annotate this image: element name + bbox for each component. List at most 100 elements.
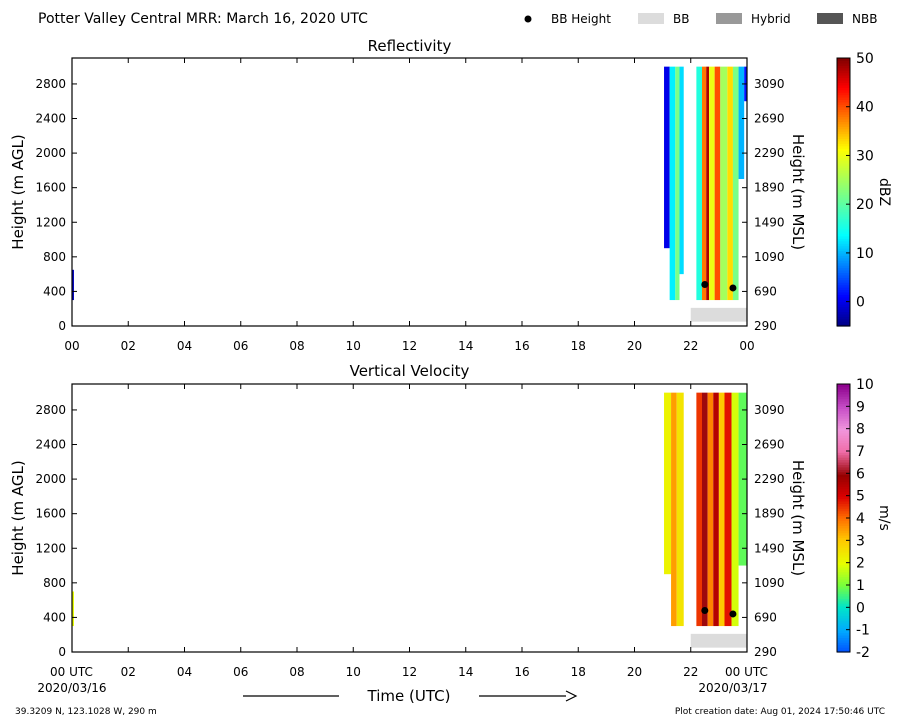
colorbar-segment (837, 104, 850, 108)
nbb-legend-swatch (817, 13, 843, 24)
colorbar-segment (837, 561, 850, 565)
y2-tick-label: 290 (754, 319, 777, 333)
x-tick-label: 22 (683, 339, 698, 353)
x-tick-label: 12 (402, 665, 417, 679)
data-region (724, 392, 732, 627)
vertical-velocity-colorbar: -2 -1 0 1 2 3 4 5 6 7 8 9 10 (836, 377, 874, 661)
colorbar-segment (837, 269, 850, 273)
y2-tick-label: 2290 (754, 472, 785, 486)
colorbar-segment (837, 449, 850, 453)
colorbar-segment (837, 386, 850, 390)
y-tick-label: 1600 (35, 507, 66, 521)
colorbar-segment (837, 201, 850, 205)
y2-tick-label: 690 (754, 610, 777, 624)
end-date-label: 2020/03/17 (698, 681, 767, 695)
x-tick-label: 10 (346, 665, 361, 679)
reflectivity-left-axis-label: Height (m AGL) (9, 134, 27, 249)
data-region (702, 392, 708, 627)
colorbar-segment (837, 405, 850, 409)
x-tick-label: 06 (233, 339, 248, 353)
colorbar-segment (837, 196, 850, 200)
colorbar-segment (837, 444, 850, 448)
data-region (696, 392, 702, 627)
colorbar-segment (837, 235, 850, 239)
colorbar-segment (837, 437, 850, 441)
colorbar-segment (837, 267, 850, 271)
colorbar-segment (837, 552, 850, 556)
x-tick-label: 04 (177, 665, 192, 679)
reflectivity-data-regions (72, 66, 747, 301)
colorbar-segment (837, 116, 850, 120)
colorbar-segment (837, 459, 850, 463)
colorbar-segment (837, 401, 850, 405)
colorbar-segment (837, 75, 850, 79)
reflectivity-y-ticks: 0 400 800 1200 1600 2000 2400 2800 (35, 77, 77, 333)
y2-tick-label: 1490 (754, 541, 785, 555)
colorbar-segment (837, 216, 850, 220)
colorbar-segment (837, 569, 850, 573)
data-region (664, 66, 670, 249)
colorbar-segment (837, 211, 850, 215)
colorbar-segment (837, 150, 850, 154)
colorbar-tick-label: 50 (856, 51, 874, 67)
y-tick-label: 1200 (35, 541, 66, 555)
colorbar-segment (837, 153, 850, 157)
x-tick-label: 10 (346, 339, 361, 353)
vertical-velocity-colorbar-units: m/s (876, 505, 892, 531)
x-tick-label: 00 (64, 339, 79, 353)
colorbar-segment (837, 133, 850, 137)
colorbar-segment (837, 262, 850, 266)
colorbar-segment (837, 600, 850, 604)
y-tick-label: 800 (43, 576, 66, 590)
data-region (718, 392, 725, 627)
colorbar-segment (837, 547, 850, 551)
x-tick-label: 14 (458, 339, 473, 353)
colorbar-segment (837, 496, 850, 500)
colorbar-segment (837, 101, 850, 105)
y-tick-label: 400 (43, 610, 66, 624)
colorbar-tick-label: 3 (856, 533, 865, 549)
colorbar-segment (837, 515, 850, 519)
colorbar-segment (837, 313, 850, 317)
colorbar-segment (837, 279, 850, 283)
colorbar-segment (837, 518, 850, 522)
colorbar-segment (837, 109, 850, 113)
colorbar-segment (837, 549, 850, 553)
reflectivity-x-ticks: 00 02 04 06 08 10 12 14 16 18 20 22 00 (64, 58, 755, 353)
colorbar-segment (837, 603, 850, 607)
colorbar-segment (837, 126, 850, 130)
colorbar-segment (837, 114, 850, 118)
reflectivity-colorbar: 0 10 20 30 40 50 (836, 51, 874, 327)
y2-tick-label: 1890 (754, 181, 785, 195)
colorbar-segment (837, 238, 850, 242)
colorbar-segment (837, 58, 850, 62)
colorbar-segment (837, 287, 850, 291)
colorbar-tick-label: 10 (856, 246, 874, 262)
colorbar-segment (837, 471, 850, 475)
colorbar-segment (837, 243, 850, 247)
start-date-label: 2020/03/16 (37, 681, 106, 695)
creation-date-footer: Plot creation date: Aug 01, 2024 17:50:4… (675, 707, 885, 717)
colorbar-segment (837, 321, 850, 325)
vertical-velocity-y2-ticks: 290 690 1090 1490 1890 2290 2690 3090 (742, 403, 785, 659)
colorbar-segment (837, 155, 850, 159)
colorbar-segment (837, 505, 850, 509)
colorbar-segment (837, 187, 850, 191)
colorbar-segment (837, 627, 850, 631)
colorbar-segment (837, 111, 850, 115)
colorbar-segment (837, 84, 850, 88)
colorbar-segment (837, 106, 850, 110)
colorbar-segment (837, 291, 850, 295)
colorbar-segment (837, 608, 850, 612)
colorbar-frame (836, 57, 851, 327)
x-tick-label: 12 (402, 339, 417, 353)
colorbar-segment (837, 157, 850, 161)
colorbar-segment (837, 250, 850, 254)
vertical-velocity-x-ticks: 00 UTC 02 04 06 08 10 12 14 16 18 20 22 00 UTC (50, 384, 768, 679)
colorbar-segment (837, 637, 850, 641)
colorbar-segment (837, 469, 850, 473)
colorbar-segment (837, 408, 850, 412)
x-tick-label: 22 (683, 665, 698, 679)
colorbar-segment (837, 537, 850, 541)
y-tick-label: 1200 (35, 215, 66, 229)
